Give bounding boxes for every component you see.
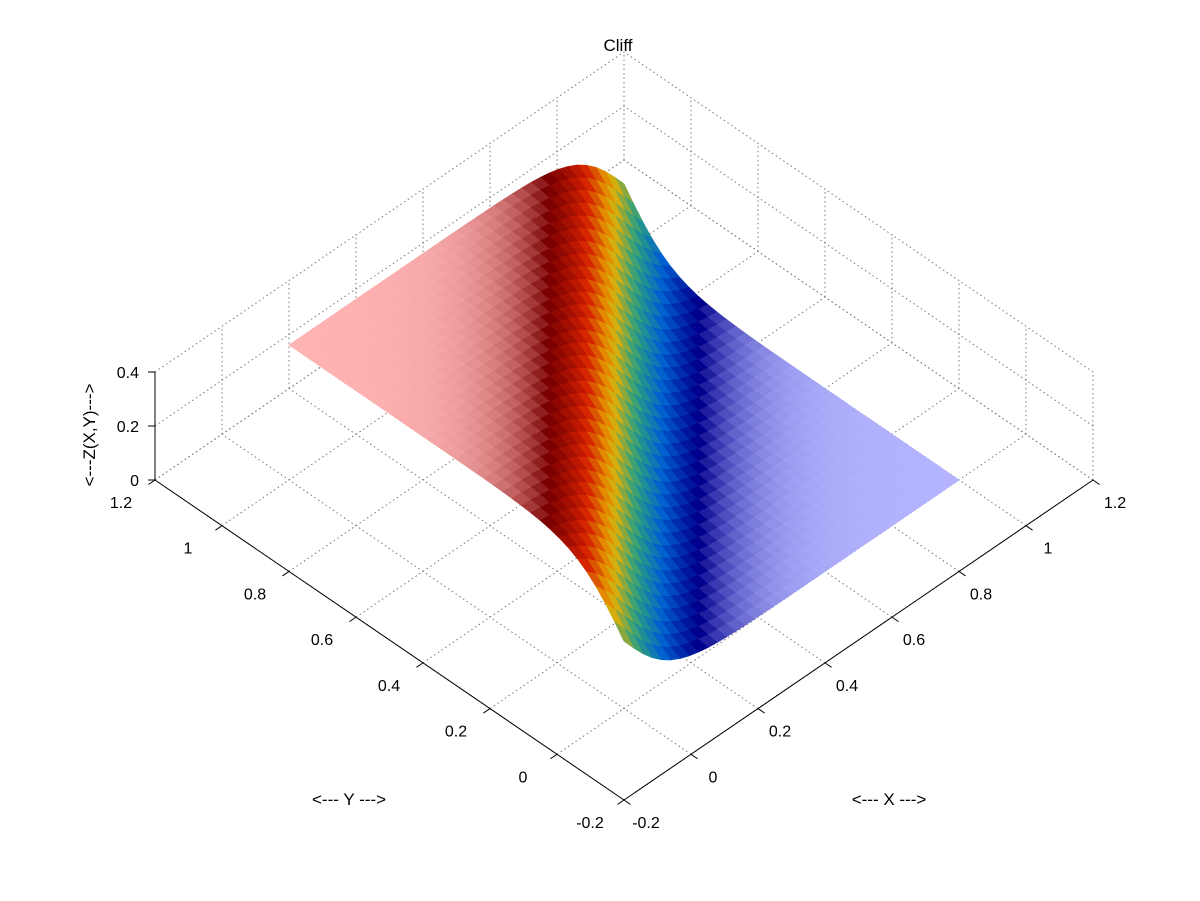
x-axis-label: <--- X ---> [852,790,927,809]
z-tick-label: 0.2 [117,419,139,436]
x-tick-label: 1.2 [1104,495,1126,512]
wall-grid-z [154,51,625,373]
x-tick-label: 0 [709,769,718,786]
wall-grid-z [623,51,1094,373]
y-axis-line [154,479,625,801]
z-axis-label: <---Z(X,Y)---> [80,383,99,486]
x-tick-label: 0.2 [769,724,791,741]
y-axis-label: <--- Y ---> [312,790,386,809]
floor-grid-x [221,433,692,755]
y-tick-mark [550,753,558,760]
x-tick-mark [1025,525,1033,531]
x-tick-mark [1092,479,1100,485]
x-tick-label: 0.8 [970,586,992,603]
y-tick-label: 1.2 [110,495,132,512]
y-tick-mark [215,525,223,531]
x-tick-label: 1 [1044,541,1053,558]
tick-labels: -0.2 0 0.2 0.4 0.6 0.8 1 1.2 -0.2 0 0.2 0.4 0.6 0.8 1 1… [110,365,1126,832]
z-tick-label: 0.4 [117,365,139,382]
y-tick-mark [416,662,424,668]
y-tick-label: 0.6 [311,632,333,649]
y-tick-mark [483,708,491,714]
y-tick-label: 0 [519,769,528,786]
y-tick-label: -0.2 [576,815,604,832]
x-tick-mark [891,616,899,623]
x-axis-line [623,479,1094,801]
x-tick-mark [757,708,765,714]
surface-patch [614,621,634,649]
wall-grid-z [154,105,625,427]
x-tick-mark [623,799,631,805]
y-tick-mark [617,799,625,805]
chart-title: Cliff [604,36,633,55]
x-tick-mark [824,662,832,668]
x-tick-mark [958,571,966,577]
x-tick-label: 0.4 [836,678,858,695]
x-tick-mark [690,753,698,760]
axes [148,371,1100,805]
y-tick-label: 0.8 [244,586,266,603]
surface [288,164,960,661]
y-tick-mark [349,616,357,623]
z-tick-label: 0 [130,473,139,490]
x-tick-label: -0.2 [632,815,660,832]
wall-grid-z [623,105,1094,427]
y-tick-label: 1 [184,541,193,558]
y-tick-mark [148,479,156,485]
y-tick-label: 0.2 [445,724,467,741]
x-tick-label: 0.6 [903,632,925,649]
y-tick-mark [282,571,290,577]
wall-grid-z [623,159,1094,481]
y-tick-label: 0.4 [378,678,400,695]
